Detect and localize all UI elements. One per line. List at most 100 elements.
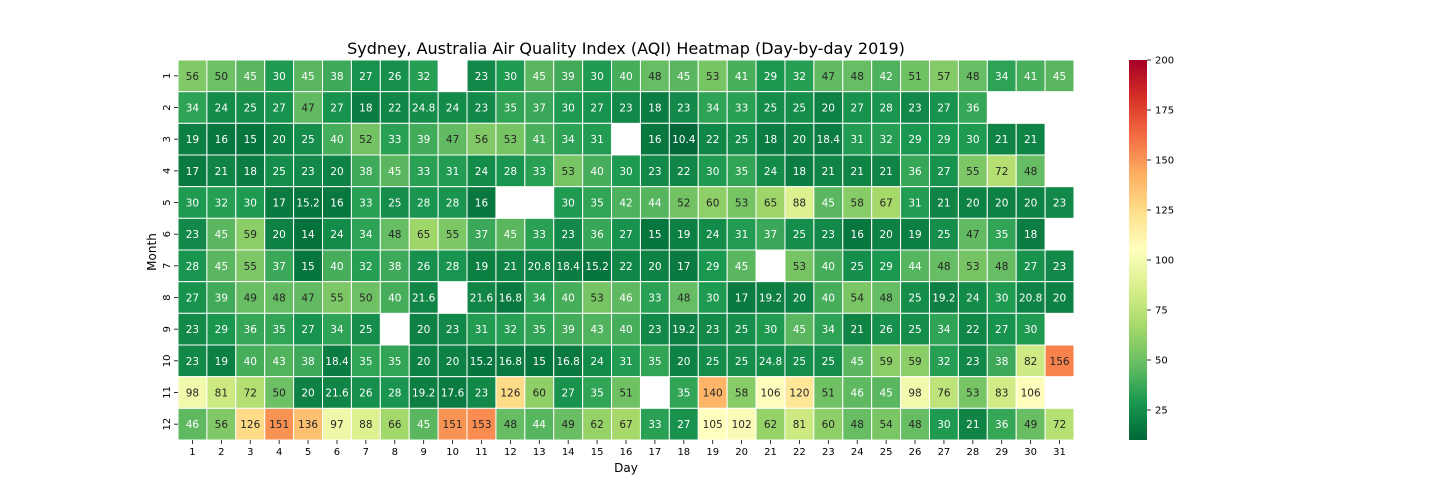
colorbar-tick-label: 25 <box>1155 406 1168 417</box>
cell-value-label: 55 <box>966 166 979 178</box>
cell-value-label: 36 <box>995 419 1009 431</box>
cell-value-label: 16 <box>851 229 865 241</box>
cell-value-label: 20 <box>822 103 835 115</box>
heatmap-cell <box>350 376 381 409</box>
cell-value-label: 48 <box>388 229 401 241</box>
y-tick-label: 9 <box>162 326 173 332</box>
cell-value-label: 15.2 <box>296 198 319 210</box>
heatmap-cell <box>264 376 295 409</box>
heatmap-cell <box>235 217 266 251</box>
cell-value-label: 20 <box>966 198 979 210</box>
heatmap-cell <box>726 281 757 314</box>
cell-value-label: 28 <box>879 103 892 115</box>
heatmap-cell <box>177 376 208 409</box>
heatmap-cell <box>813 344 844 378</box>
heatmap-cell <box>379 281 410 314</box>
cell-value-label: 51 <box>822 388 835 400</box>
y-tick-label: 6 <box>162 231 173 237</box>
heatmap-cell <box>842 281 873 314</box>
cell-value-label: 58 <box>735 388 748 400</box>
cell-value-label: 35 <box>504 103 517 115</box>
cell-value-label: 27 <box>272 103 285 115</box>
cell-value-label: 38 <box>995 356 1008 368</box>
cell-value-label: 20 <box>330 166 343 178</box>
heatmap-cell <box>871 122 902 156</box>
heatmap-cell <box>986 407 1017 441</box>
cell-value-label: 72 <box>1053 419 1066 431</box>
heatmap-cell <box>177 407 208 441</box>
cell-value-label: 21 <box>504 261 517 273</box>
cell-value-label: 37 <box>272 261 285 273</box>
cell-value-label: 55 <box>244 261 257 273</box>
cell-value-label: 34 <box>359 229 373 241</box>
cell-value-label: 47 <box>301 103 314 115</box>
heatmap-cell <box>1044 186 1075 219</box>
cell-value-label: 24 <box>590 356 604 368</box>
cell-value-label: 24.8 <box>759 356 782 368</box>
heatmap-cell <box>784 122 815 156</box>
cell-value-label: 43 <box>272 356 285 368</box>
heatmap-cell <box>639 59 670 93</box>
heatmap-cell <box>582 91 613 124</box>
x-tick-label: 27 <box>938 447 951 458</box>
cell-value-label: 33 <box>735 103 748 115</box>
cell-value-label: 88 <box>793 198 806 210</box>
cell-value-label: 45 <box>533 71 546 83</box>
cell-value-label: 19.2 <box>932 293 955 305</box>
heatmap-cell <box>639 312 670 346</box>
cell-value-label: 30 <box>562 198 575 210</box>
cell-value-label: 51 <box>908 71 921 83</box>
heatmap-cell <box>900 91 930 124</box>
heatmap-cell <box>235 186 266 219</box>
heatmap-cell <box>322 91 352 124</box>
cell-value-label: 32 <box>793 71 806 83</box>
cell-value-label: 34 <box>562 134 576 146</box>
cell-value-label: 46 <box>186 419 200 431</box>
cell-value-label: 62 <box>764 419 777 431</box>
heatmap-cell <box>871 91 902 124</box>
cell-value-label: 45 <box>417 419 430 431</box>
cell-value-label: 48 <box>504 419 517 431</box>
heatmap-cell <box>582 217 613 251</box>
cell-value-label: 41 <box>735 71 748 83</box>
cell-value-label: 45 <box>244 71 257 83</box>
cell-value-label: 49 <box>244 293 257 305</box>
cell-value-label: 23 <box>706 324 719 336</box>
cell-value-label: 48 <box>1024 166 1037 178</box>
cell-value-label: 40 <box>590 166 603 178</box>
heatmap-cell <box>697 122 728 156</box>
cell-value-label: 18 <box>1024 229 1037 241</box>
heatmap-cell <box>582 122 613 156</box>
cell-value-label: 23 <box>475 103 488 115</box>
cell-value-label: 45 <box>851 356 864 368</box>
heatmap-cell <box>206 217 237 251</box>
cell-value-label: 32 <box>504 324 517 336</box>
cell-value-label: 52 <box>677 198 690 210</box>
heatmap-cell <box>582 312 613 346</box>
heatmap-cell <box>784 59 815 93</box>
heatmap-cell <box>264 154 295 188</box>
y-tick-label: 5 <box>162 199 173 205</box>
heatmap-cell <box>668 249 699 283</box>
x-tick-label: 20 <box>735 447 748 458</box>
cell-value-label: 151 <box>443 419 463 431</box>
cell-value-label: 20 <box>417 356 430 368</box>
heatmap-cell <box>322 249 352 283</box>
cell-value-label: 39 <box>562 324 575 336</box>
cell-value-label: 47 <box>301 293 314 305</box>
y-tick-label: 7 <box>162 263 173 269</box>
heatmap-cell <box>813 59 844 93</box>
cell-value-label: 54 <box>851 293 865 305</box>
cell-value-label: 25 <box>793 103 806 115</box>
cell-value-label: 31 <box>590 134 603 146</box>
colorbar-tick-label: 125 <box>1155 206 1174 217</box>
heatmap-cell <box>986 59 1017 93</box>
heatmap-cell <box>524 59 555 93</box>
cell-value-label: 126 <box>500 388 520 400</box>
cell-value-label: 27 <box>851 103 864 115</box>
heatmap-cell <box>697 344 728 378</box>
heatmap-cell <box>408 154 439 188</box>
x-tick-label: 16 <box>620 447 633 458</box>
heatmap-cell <box>553 376 584 409</box>
